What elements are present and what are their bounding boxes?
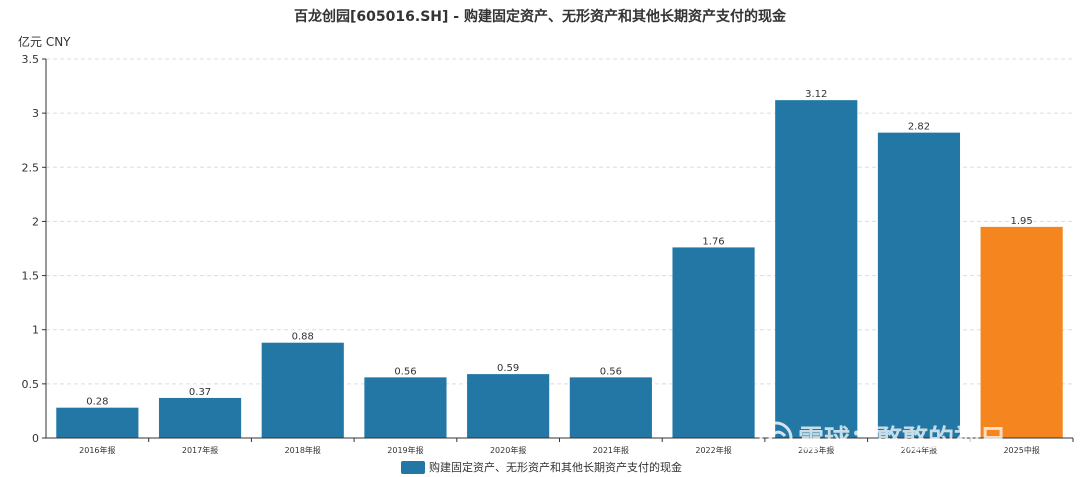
x-tick-label: 2022年报 [695,445,731,455]
x-tick-label: 2023年报 [798,445,834,455]
bar-value-label: 3.12 [805,89,827,100]
value-labels: 0.28 0.37 0.88 0.56 0.59 0.56 1.76 3.12 2.82 1.95 [86,89,1033,408]
chart-title: 百龙创园[605016.SH] - 购建固定资产、无形资产和其他长期资产支付的现… [294,8,787,25]
bar-value-label: 0.28 [86,397,108,408]
y-tick-label: 0 [32,432,39,445]
bar[interactable] [775,100,858,439]
bar-value-label: 0.59 [497,363,519,374]
x-axis-ticks: 2016年报 2017年报 2018年报 2019年报 2020年报 2021年报 2022… [79,438,1074,455]
bar-value-label: 0.56 [394,366,416,377]
bar[interactable] [364,377,447,438]
x-tick-label: 2017年报 [182,445,218,455]
y-tick-label: 2.5 [22,161,40,174]
bars [56,100,1063,439]
legend-label: 购建固定资产、无形资产和其他长期资产支付的现金 [429,460,682,474]
y-tick-label: 2 [32,215,39,228]
y-tick-label: 3 [32,107,39,120]
x-tick-label: 2019年报 [387,445,423,455]
x-tick-label: 2020年报 [490,445,526,455]
bar[interactable] [261,342,344,438]
bar[interactable] [672,247,755,438]
bar[interactable] [158,397,242,438]
bar[interactable] [467,374,550,438]
y-tick-label: 3.5 [22,53,40,66]
bar-value-label: 2.82 [908,122,930,133]
x-tick-label: 2018年报 [285,445,321,455]
y-tick-label: 1.5 [22,270,40,283]
bar-value-label: 1.76 [702,236,724,247]
bar[interactable] [980,226,1063,438]
x-tick-label: 2025中报 [1003,445,1039,455]
x-tick-label: 2016年报 [79,445,115,455]
bar[interactable] [56,407,139,438]
watermark-text: 雪球：憨憨的禅兄 [798,424,1006,455]
bar-value-label: 0.56 [600,366,622,377]
x-tick-label: 2024年报 [901,445,937,455]
legend-swatch [401,461,425,474]
y-tick-label: 0.5 [22,378,40,391]
bar-value-label: 0.37 [189,387,211,398]
snowball-logo-icon [759,421,793,455]
bar-value-label: 0.88 [292,332,314,343]
x-tick-label: 2021年报 [593,445,629,455]
bar-value-label: 1.95 [1011,216,1033,227]
bar[interactable] [569,377,652,438]
watermark: 雪球：憨憨的禅兄 [759,421,1006,455]
y-axis-ticks: 0 0.5 1 1.5 2 2.5 3 3.5 [22,53,46,445]
y-unit-label: 亿元 CNY [18,34,71,49]
y-tick-label: 1 [32,324,39,337]
bar[interactable] [877,132,961,439]
grid-lines [46,58,1073,385]
legend[interactable]: 购建固定资产、无形资产和其他长期资产支付的现金 [401,460,682,474]
